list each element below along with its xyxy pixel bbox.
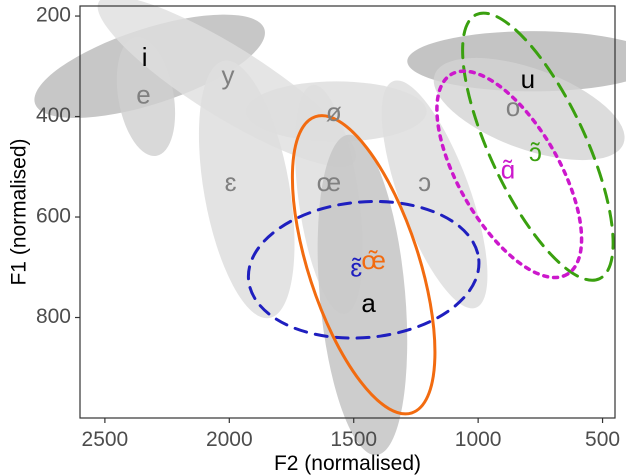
ellipse-9 [317,134,408,456]
y-axis-title: F1 (normalised) [8,138,31,285]
vowel-labels: ie y ø ɛ œ ɔ uo ɔ̃ ɑ̃ œ̃ɛ̃ a [136,42,542,318]
vowel-label-4: ɛ [225,167,237,197]
vowel-label-13: a [361,288,376,318]
y-tick-label-1: 400 [36,104,71,127]
vowel-label-1: e [136,79,150,109]
nasal-vowel-ellipses [246,11,615,416]
y-tick-label-3: 800 [36,305,71,328]
vowel-label-7: u [521,64,535,94]
x-tick-label-3: 1000 [455,428,502,451]
vowel-label-5: œ [317,167,342,197]
plot-panel-border [79,5,616,419]
vowel-label-10: ɑ̃ [501,155,515,185]
x-axis-title: F2 (normalised) [274,452,421,475]
outline-ellipse-1 [290,114,437,416]
y-tick-label-0: 200 [36,4,71,27]
vowel-ellipses [34,0,626,456]
vowel-label-2: y [222,60,235,90]
ellipse-6 [381,80,488,309]
outline-ellipse-3 [435,69,584,280]
vowel-label-3: ø [326,97,342,127]
ellipse-4 [198,60,295,319]
vowel-label-9: ɔ̃ [529,137,542,167]
outline-ellipse-0 [246,199,481,340]
vowel-label-0: i [142,42,148,72]
x-tick-label-1: 2000 [206,428,253,451]
y-axis: 200 400 600 800 [36,4,80,328]
y-tick-label-2: 600 [36,205,71,228]
x-tick-label-0: 2500 [82,428,129,451]
vowel-label-11: œ̃ [361,245,386,275]
x-tick-label-4: 500 [585,428,620,451]
vowel-label-8: o [506,92,520,122]
vowel-label-12: ɛ̃ [350,253,362,283]
ellipse-8 [433,57,625,161]
vowel-label-6: ɔ [418,167,431,197]
x-tick-label-2: 1500 [330,428,377,451]
x-axis: 2500 2000 1500 1000 500 [82,418,620,451]
outline-ellipse-2 [461,11,615,282]
